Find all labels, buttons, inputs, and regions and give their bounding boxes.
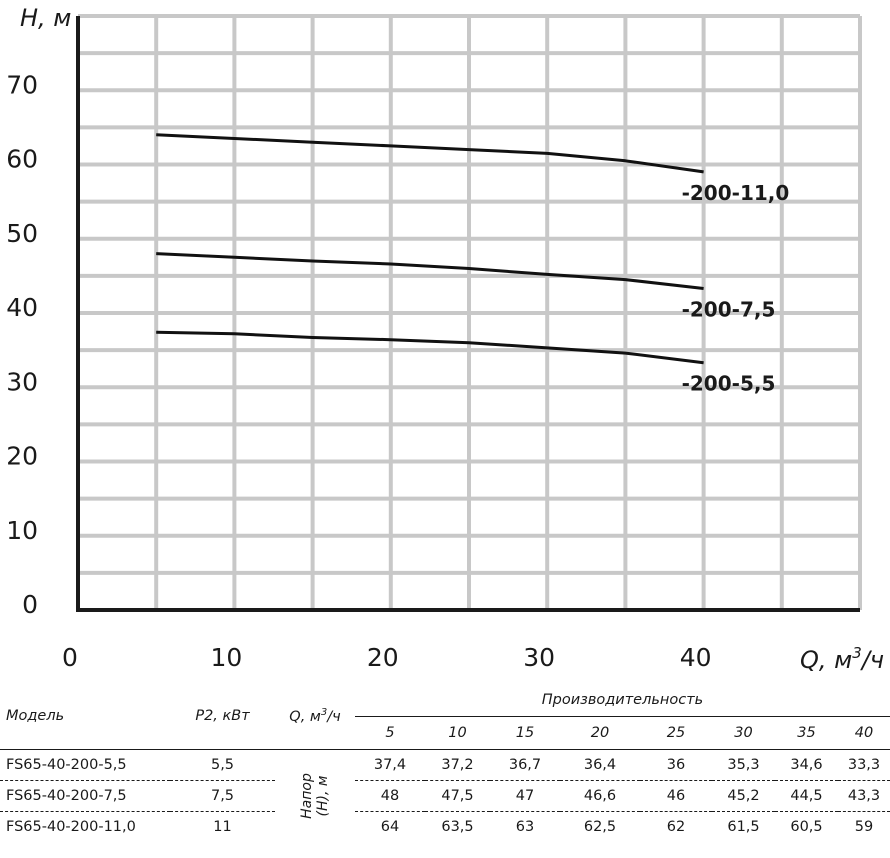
y-tick-label: 20 — [6, 442, 38, 471]
header-q-prefix: Q, м — [289, 708, 321, 725]
x-tick-label: 0 — [62, 643, 78, 672]
x-axis-title-unit: /ч — [860, 646, 884, 674]
header-q-value: 10 — [425, 716, 490, 750]
chart-axes — [76, 16, 860, 612]
cell-head-value: 60,5 — [790, 819, 823, 835]
series-label: -200-7,5 — [682, 297, 776, 321]
chart-grid — [78, 14, 862, 610]
header-q-value: 15 — [490, 716, 560, 750]
cell-model: FS65-40-200-11,0 — [6, 819, 136, 835]
cell-p2: 7,5 — [170, 780, 275, 812]
cell-head-value: 59 — [854, 819, 874, 835]
header-p2: P2, кВт — [195, 708, 250, 724]
header-q: Q, м3/ч — [275, 683, 355, 750]
x-tick-label: 40 — [680, 643, 712, 672]
y-tick-label: 10 — [6, 516, 38, 545]
cell-head-value: 47,5 — [425, 780, 490, 812]
cell-head-value: 46,6 — [560, 780, 640, 812]
header-q-value: 40 — [838, 716, 890, 750]
series-line — [156, 252, 704, 290]
header-q-suffix: /ч — [327, 708, 341, 725]
header-q-value: 25 — [640, 716, 712, 750]
cell-model: FS65-40-200-7,5 — [0, 780, 170, 812]
cell-head-value: 64 — [380, 819, 400, 835]
header-q-value: 5 — [355, 716, 425, 750]
y-tick-label: 50 — [6, 219, 38, 248]
chart-ticks: 0 10 20 30 40 0 10 20 30 40 50 60 70 — [6, 70, 711, 672]
x-tick-label: 20 — [367, 643, 399, 672]
y-tick-label: 60 — [6, 145, 38, 174]
cell-head-value: 37,2 — [425, 749, 490, 781]
cell-head-value: 34,6 — [775, 749, 838, 781]
header-q-sup: 3 — [320, 707, 328, 719]
cell-head-value: 36,4 — [560, 749, 640, 781]
cell-head-value: 37,4 — [355, 749, 425, 781]
table-row: FS65-40-200-5,5 5,5 Напор (H), м 37,4 37,2 36,… — [0, 749, 890, 842]
cell-head-value: 45,2 — [712, 780, 775, 812]
x-tick-label: 30 — [523, 643, 555, 672]
cell-head-value: 36 — [640, 749, 712, 781]
cell-head-value: 47 — [490, 780, 560, 812]
table-q-values-row: 5 10 15 20 25 30 35 40 — [0, 716, 890, 750]
y-axis-title: H, м — [20, 4, 71, 32]
header-q-value: 20 — [560, 716, 640, 750]
head-label-line1: Напор — [299, 773, 315, 819]
series-label: -200-5,5 — [682, 372, 776, 396]
cell-head-value: 44,5 — [775, 780, 838, 812]
header-q-value: 30 — [712, 716, 775, 750]
chart-series-labels: -200-11,0 -200-7,5 -200-5,5 — [682, 181, 790, 396]
y-tick-label: 40 — [6, 293, 38, 322]
cell-model: FS65-40-200-5,5 — [0, 749, 170, 781]
series-label: -200-11,0 — [682, 181, 790, 205]
series-line — [156, 330, 704, 365]
cell-head-value: 63,5 — [441, 819, 474, 835]
cell-head-label: Напор (H), м — [275, 749, 355, 842]
cell-p2: 11 — [213, 819, 232, 835]
table-row: FS65-40-200-7,5 7,5 48 47,5 47 46,6 46 45,2 44,5… — [0, 780, 890, 812]
cell-head-value: 46 — [640, 780, 712, 812]
cell-head-value: 61,5 — [727, 819, 760, 835]
head-label-text: Напор (H), м — [299, 773, 331, 819]
cell-head-value: 43,3 — [838, 780, 890, 812]
header-q-value: 35 — [775, 716, 838, 750]
header-model: Модель — [6, 708, 65, 724]
chart-series — [156, 133, 704, 365]
series-line — [156, 133, 704, 174]
performance-table: Модель P2, кВт Q, м3/ч Производительност… — [0, 683, 890, 842]
pump-head-chart: 0 10 20 30 40 0 10 20 30 40 50 60 70 -200-11,0 -200-7… — [6, 4, 884, 674]
head-label-line2: (H), м — [315, 775, 331, 817]
table-header-row: Модель P2, кВт Q, м3/ч Производительност… — [0, 683, 890, 725]
cell-head-value: 33,3 — [838, 749, 890, 781]
cell-head-value: 63 — [515, 819, 535, 835]
cell-head-value: 36,7 — [490, 749, 560, 781]
x-axis-title: Q, м3/ч — [800, 644, 884, 674]
y-tick-label: 0 — [22, 590, 38, 619]
cell-head-value: 35,3 — [712, 749, 775, 781]
x-axis-title-q: Q, м — [800, 646, 852, 674]
y-tick-label: 70 — [6, 70, 38, 99]
cell-head-value: 48 — [355, 780, 425, 812]
cell-head-value: 62,5 — [583, 819, 617, 835]
cell-head-value: 62 — [666, 819, 686, 835]
table-row: FS65-40-200-11,0 11 64 63,5 63 62,5 62 61,5 60,5… — [0, 812, 890, 843]
y-tick-label: 30 — [6, 367, 38, 396]
header-performance: Производительность — [355, 683, 890, 717]
x-axis-title-sup: 3 — [852, 644, 862, 662]
cell-p2: 5,5 — [170, 749, 275, 781]
x-tick-label: 10 — [210, 643, 242, 672]
